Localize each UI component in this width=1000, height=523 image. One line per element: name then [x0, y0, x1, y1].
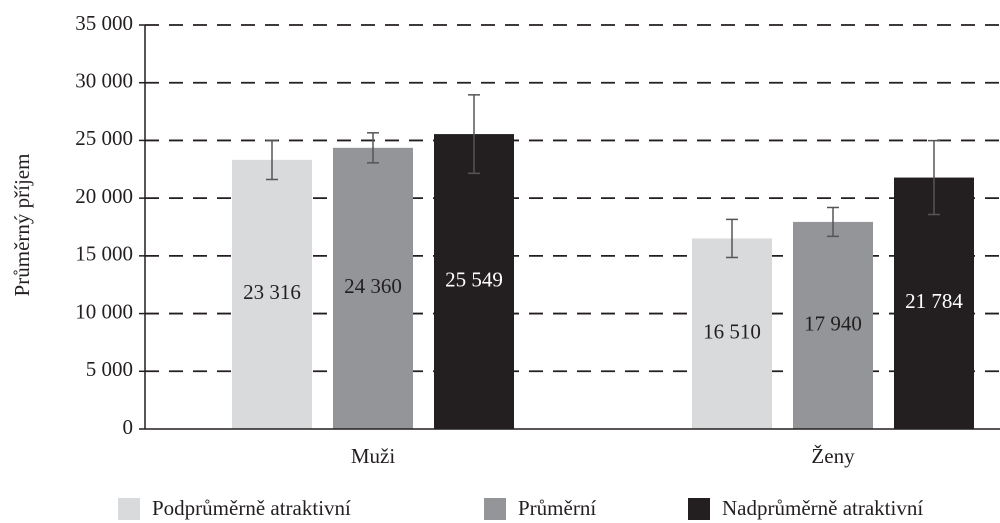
y-tick-label: 35 000 [75, 11, 133, 35]
data-label: 25 549 [445, 267, 503, 291]
y-tick-label: 0 [123, 415, 134, 439]
y-tick-label: 15 000 [75, 242, 133, 266]
data-label: 17 940 [804, 311, 862, 335]
data-label: 24 360 [344, 274, 402, 298]
legend-label: Podprůměrně atraktivní [152, 496, 351, 520]
legend-swatch [484, 498, 506, 520]
x-tick-label: Muži [351, 444, 395, 468]
y-tick-label: 30 000 [75, 69, 133, 93]
legend-label: Průměrní [518, 496, 596, 520]
legend-swatch [118, 498, 140, 520]
bar [232, 159, 312, 429]
bar [692, 238, 772, 429]
bar [793, 221, 873, 429]
bar [333, 147, 413, 430]
x-tick-label: Ženy [811, 444, 855, 468]
y-tick-label: 25 000 [75, 126, 133, 150]
bar [894, 177, 974, 429]
y-tick-label: 10 000 [75, 299, 133, 323]
y-tick-label: 20 000 [75, 184, 133, 208]
data-label: 21 784 [905, 289, 963, 313]
y-axis-label: Průměrný příjem [10, 154, 34, 297]
bar [434, 134, 514, 429]
legend-label: Nadprůměrně atraktivní [722, 496, 923, 520]
data-label: 16 510 [703, 320, 761, 344]
legend-swatch [688, 498, 710, 520]
y-tick-label: 5 000 [86, 357, 133, 381]
data-label: 23 316 [243, 280, 301, 304]
